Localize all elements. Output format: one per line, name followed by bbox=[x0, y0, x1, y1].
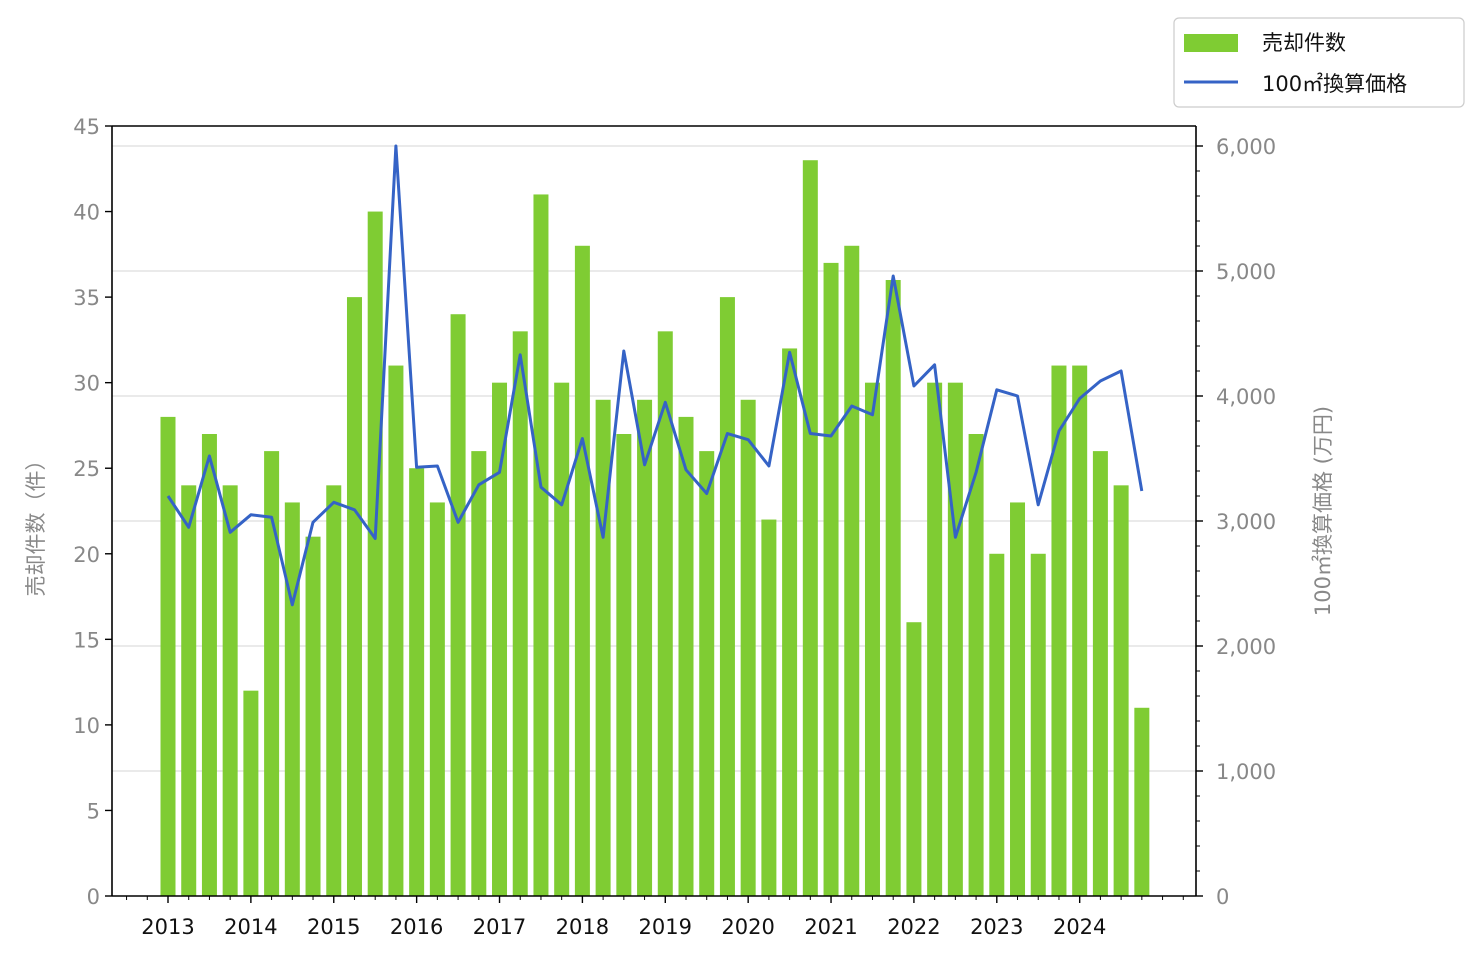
right-tick-label: 2,000 bbox=[1216, 635, 1276, 659]
x-tick-label: 2020 bbox=[721, 915, 774, 939]
left-tick-label: 30 bbox=[73, 372, 100, 396]
x-tick-label: 2021 bbox=[804, 915, 857, 939]
x-tick-label: 2019 bbox=[639, 915, 692, 939]
x-tick-label: 2016 bbox=[390, 915, 443, 939]
bar bbox=[595, 399, 611, 896]
x-tick-label: 2013 bbox=[141, 915, 194, 939]
bar bbox=[450, 314, 466, 896]
left-tick-label: 25 bbox=[73, 457, 100, 481]
legend-line-label: 100㎡換算価格 bbox=[1262, 72, 1407, 96]
right-tick-label: 4,000 bbox=[1216, 385, 1276, 409]
x-tick-label: 2017 bbox=[473, 915, 526, 939]
left-tick-label: 10 bbox=[73, 714, 100, 738]
bar bbox=[616, 434, 632, 896]
bar bbox=[719, 297, 735, 897]
right-tick-label: 6,000 bbox=[1216, 135, 1276, 159]
bar bbox=[264, 451, 280, 896]
bar bbox=[678, 416, 694, 896]
axes: 0 5 10 15 20 25 30 35 40 45 0 1,000 2,000 3,000 4,000 5… bbox=[73, 115, 1276, 939]
bar bbox=[429, 502, 445, 896]
left-axis-title: 売却件数（件） bbox=[24, 450, 48, 597]
bar bbox=[1072, 365, 1088, 896]
bar bbox=[782, 348, 798, 896]
legend-frame bbox=[1173, 17, 1465, 108]
bar-series bbox=[160, 160, 1150, 897]
left-tick-label: 35 bbox=[73, 286, 100, 310]
bar bbox=[574, 245, 590, 896]
right-axis-title: 100㎡換算価格 (万円) bbox=[1311, 406, 1335, 616]
legend-bar-label: 売却件数 bbox=[1262, 31, 1346, 55]
right-tick-label: 5,000 bbox=[1216, 260, 1276, 284]
bar bbox=[906, 622, 922, 896]
bar bbox=[761, 519, 777, 896]
bar bbox=[533, 194, 549, 896]
bar bbox=[802, 160, 818, 896]
bar bbox=[1051, 365, 1067, 896]
line-series bbox=[166, 144, 1144, 607]
bar bbox=[699, 451, 715, 896]
bar bbox=[222, 485, 238, 896]
legend-bar-swatch bbox=[1184, 34, 1238, 52]
legend: 売却件数 100㎡換算価格 bbox=[1173, 17, 1465, 108]
price-line bbox=[166, 144, 1144, 607]
bar bbox=[201, 434, 217, 896]
bar bbox=[512, 331, 528, 896]
bar bbox=[968, 434, 984, 896]
bar bbox=[367, 211, 383, 897]
x-tick-label: 2018 bbox=[556, 915, 609, 939]
left-tick-label: 20 bbox=[73, 543, 100, 567]
bar bbox=[471, 451, 487, 896]
left-tick-label: 5 bbox=[87, 799, 100, 823]
left-tick-label: 45 bbox=[73, 115, 100, 139]
left-tick-label: 15 bbox=[73, 628, 100, 652]
bar bbox=[409, 468, 425, 896]
left-tick-label: 40 bbox=[73, 201, 100, 225]
right-tick-label: 3,000 bbox=[1216, 510, 1276, 534]
bar bbox=[864, 382, 880, 897]
bar bbox=[1134, 707, 1150, 896]
bar bbox=[346, 297, 362, 897]
bar bbox=[284, 502, 300, 896]
bar bbox=[160, 416, 176, 896]
bar bbox=[1092, 451, 1108, 896]
left-tick-label: 0 bbox=[87, 885, 100, 909]
bar bbox=[492, 382, 508, 897]
bar bbox=[305, 536, 321, 896]
x-tick-label: 2015 bbox=[307, 915, 360, 939]
bar bbox=[823, 262, 839, 896]
bar bbox=[637, 399, 653, 896]
x-tick-label: 2022 bbox=[887, 915, 940, 939]
bar bbox=[554, 382, 570, 897]
bar bbox=[989, 553, 1005, 896]
bar bbox=[740, 399, 756, 896]
bar bbox=[885, 280, 901, 896]
bar bbox=[1030, 553, 1046, 896]
bar bbox=[1113, 485, 1129, 896]
bar bbox=[326, 485, 342, 896]
bar bbox=[388, 365, 404, 896]
x-tick-label: 2024 bbox=[1053, 915, 1106, 939]
bar bbox=[1010, 502, 1026, 896]
bar bbox=[243, 690, 259, 896]
right-tick-label: 0 bbox=[1216, 885, 1229, 909]
x-tick-label: 2023 bbox=[970, 915, 1023, 939]
right-tick-label: 1,000 bbox=[1216, 760, 1276, 784]
bar bbox=[927, 382, 943, 897]
bar bbox=[657, 331, 673, 896]
bar bbox=[181, 485, 197, 896]
bar bbox=[844, 245, 860, 896]
x-tick-label: 2014 bbox=[224, 915, 277, 939]
bar bbox=[947, 382, 963, 897]
